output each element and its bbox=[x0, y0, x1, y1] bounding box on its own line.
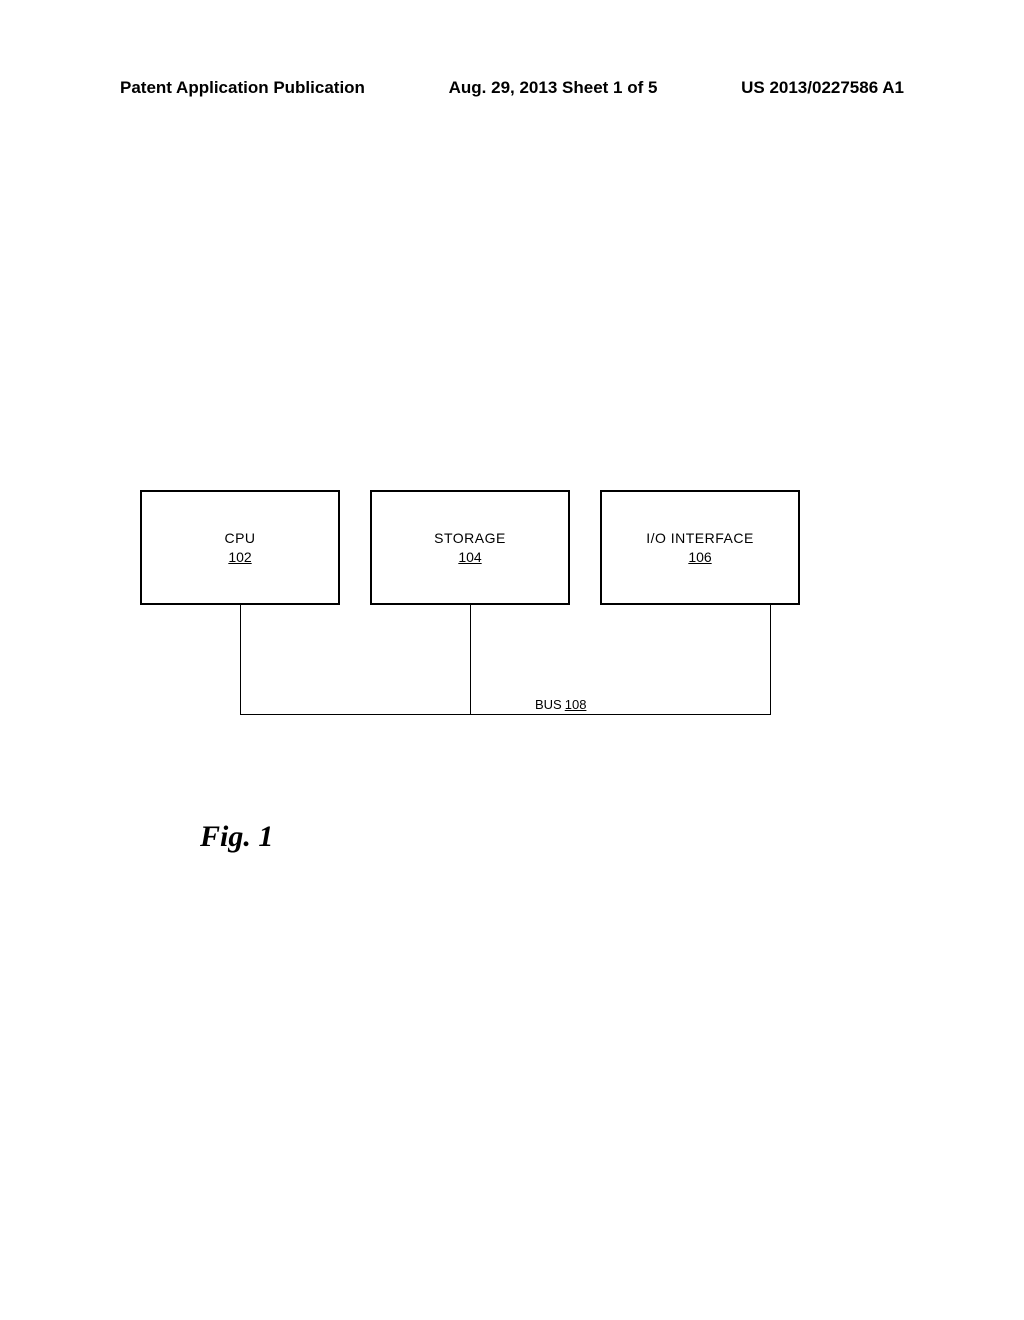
block-io: I/O INTERFACE 106 bbox=[600, 490, 800, 605]
header-date-sheet: Aug. 29, 2013 Sheet 1 of 5 bbox=[449, 78, 658, 98]
block-cpu: CPU 102 bbox=[140, 490, 340, 605]
block-label: I/O INTERFACE bbox=[646, 530, 754, 547]
block-storage: STORAGE 104 bbox=[370, 490, 570, 605]
bus-line-drop bbox=[240, 605, 241, 714]
bus-label-ref: 108 bbox=[565, 697, 587, 712]
bus-line-drop bbox=[770, 605, 771, 714]
bus-line-drop bbox=[470, 605, 471, 714]
block-ref: 106 bbox=[688, 549, 711, 565]
bus-label: BUS108 bbox=[535, 697, 586, 712]
bus-line-horizontal bbox=[240, 714, 771, 715]
header-publication: Patent Application Publication bbox=[120, 78, 365, 98]
figure-caption: Fig. 1 bbox=[200, 820, 273, 854]
block-diagram: CPU 102 STORAGE 104 I/O INTERFACE 106 BUS108 bbox=[140, 490, 880, 730]
block-label: CPU bbox=[224, 530, 255, 547]
block-ref: 104 bbox=[458, 549, 481, 565]
header-pub-number: US 2013/0227586 A1 bbox=[741, 78, 904, 98]
page-header: Patent Application Publication Aug. 29, … bbox=[0, 78, 1024, 98]
bus-label-text: BUS bbox=[535, 697, 562, 712]
block-label: STORAGE bbox=[434, 530, 506, 547]
block-ref: 102 bbox=[228, 549, 251, 565]
